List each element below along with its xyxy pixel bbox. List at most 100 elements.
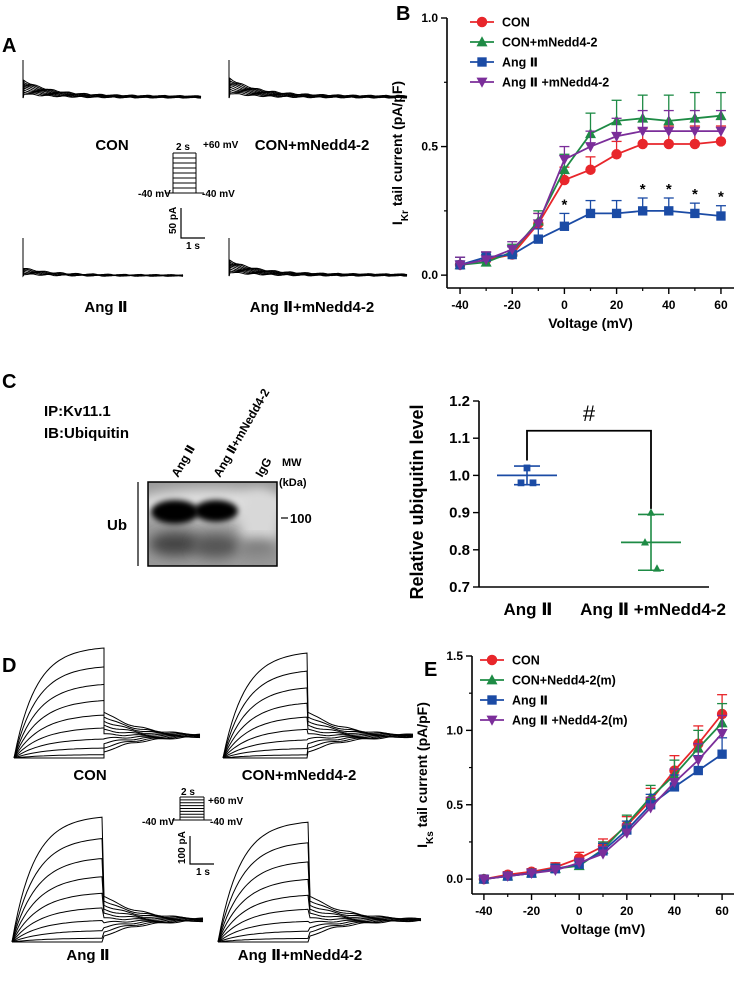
data-point (597, 849, 609, 860)
protocol-a-duration: 2 s (176, 142, 190, 153)
data-point (663, 138, 674, 150)
current-trace (22, 238, 184, 277)
significance-star: * (640, 181, 646, 198)
current-trace (228, 238, 408, 277)
panel-label-a: A (2, 35, 16, 57)
current-trace (11, 919, 204, 943)
data-point (477, 57, 487, 67)
panel-d-label-con-nedd: CON+mNedd4-2 (242, 767, 357, 784)
series-3 (454, 109, 727, 271)
legend-label: CON (502, 16, 530, 30)
panel-a-label-ang: Ang Ⅱ (84, 299, 127, 316)
current-trace (11, 919, 204, 943)
data-point (487, 695, 497, 705)
current-trace (11, 919, 204, 943)
scale-d-time: 1 s (196, 867, 210, 878)
legend-label: CON+mNedd4-2 (502, 36, 598, 50)
data-point (611, 131, 623, 143)
current-trace (223, 736, 414, 759)
current-trace (217, 919, 422, 943)
data-point (517, 479, 525, 487)
current-trace (22, 238, 184, 278)
current-trace (217, 821, 422, 943)
scale-bar-d (189, 836, 214, 865)
y-tick-label: 1.2 (449, 393, 470, 410)
y-tick-label: 1.0 (446, 723, 463, 737)
current-trace (22, 60, 202, 99)
panel-d-protocol: 2 s +60 mV -40 mV -40 mV 100 pA 1 s (142, 787, 244, 878)
data-point (653, 564, 661, 572)
current-trace (222, 716, 414, 759)
data-point (502, 871, 514, 882)
current-trace (22, 60, 202, 99)
legend-label: Ang Ⅱ +Nedd4-2(m) (512, 714, 628, 728)
x-tick-label: 0 (576, 904, 583, 918)
y-axis-title: Relative ubiquitin level (407, 404, 427, 599)
data-point (585, 208, 596, 219)
y-tick-label: 0.9 (449, 505, 470, 522)
blot-band-lane1 (151, 500, 199, 524)
data-point (532, 219, 544, 230)
y-tick-label: 0.7 (449, 579, 470, 596)
blot-lane-igg: IgG (252, 455, 274, 479)
data-point (668, 778, 680, 789)
data-point (486, 715, 498, 726)
blot-ub-label: Ub (107, 517, 127, 534)
x-tick-label: 60 (715, 904, 729, 918)
data-point (506, 245, 518, 256)
data-point (529, 479, 537, 487)
current-trace (217, 919, 422, 943)
y-tick-label: 1.1 (449, 430, 470, 447)
protocol-a-top: +60 mV (203, 140, 239, 151)
current-trace (222, 652, 414, 759)
blot-ib-label: IB:Ubiquitin (44, 425, 129, 442)
current-trace (13, 735, 201, 759)
x-axis-title: Voltage (mV) (561, 921, 646, 937)
current-trace (11, 876, 204, 943)
panel-d-label-ang-nedd: Ang Ⅱ+mNedd4-2 (238, 947, 362, 964)
blot-marker-100: 100 (290, 511, 312, 526)
current-trace (228, 60, 408, 99)
y-axis-title: IKr tail current (pA/pF) (389, 81, 411, 225)
panel-a-traces (22, 60, 408, 278)
data-point (664, 206, 674, 216)
panel-a-protocol: 2 s +60 mV -40 mV -40 mV 50 pA 1 s (138, 140, 239, 252)
legend: CON CON+Nedd4-2(m) Ang Ⅱ Ang Ⅱ +Nedd4-2(m) (480, 654, 628, 728)
protocol-d-top: +60 mV (208, 796, 244, 807)
data-point (486, 654, 498, 666)
data-point (637, 138, 648, 150)
current-trace (13, 735, 201, 759)
current-trace (22, 60, 202, 99)
data-point (559, 221, 570, 231)
chart-b-ikr: 0.0 0.5 1.0 -40 -20 0 20 40 60 Voltage (mV) IKr ta… (389, 11, 734, 331)
legend-label: CON+Nedd4-2(m) (512, 674, 616, 688)
y-tick-label: 0.5 (421, 140, 438, 154)
blot-kda: (kDa) (279, 477, 307, 489)
legend-label: CON (512, 654, 540, 668)
current-trace (12, 920, 203, 943)
scale-bar-a (180, 208, 205, 239)
panel-d-traces (11, 647, 422, 943)
series-2 (478, 737, 728, 884)
scale-d-current: 100 pA (177, 831, 188, 864)
current-trace (217, 894, 422, 943)
x-tick-label: 20 (610, 298, 624, 312)
data-point (689, 138, 701, 150)
current-trace (22, 238, 184, 277)
panel-label-e: E (424, 659, 437, 681)
y-tick-label: 1.5 (446, 649, 463, 663)
chart-c-ubiquitin: 0.7 0.8 0.9 1.0 1.1 1.2 Relative ubiquitin lev… (407, 393, 726, 619)
protocol-a-hold-left: -40 mV (138, 189, 171, 200)
group-1 (621, 508, 681, 572)
current-trace (11, 858, 203, 943)
current-trace (222, 687, 414, 759)
y-tick-label: 1.0 (421, 11, 438, 25)
data-point (585, 164, 596, 175)
series-line (483, 753, 723, 880)
y-tick-label: 1.0 (449, 467, 470, 484)
significance-bracket (526, 429, 652, 509)
data-point (558, 155, 570, 166)
y-tick-label: 0.0 (421, 268, 438, 282)
legend-label: Ang Ⅱ (502, 56, 538, 70)
y-tick-label: 0.0 (446, 872, 463, 886)
